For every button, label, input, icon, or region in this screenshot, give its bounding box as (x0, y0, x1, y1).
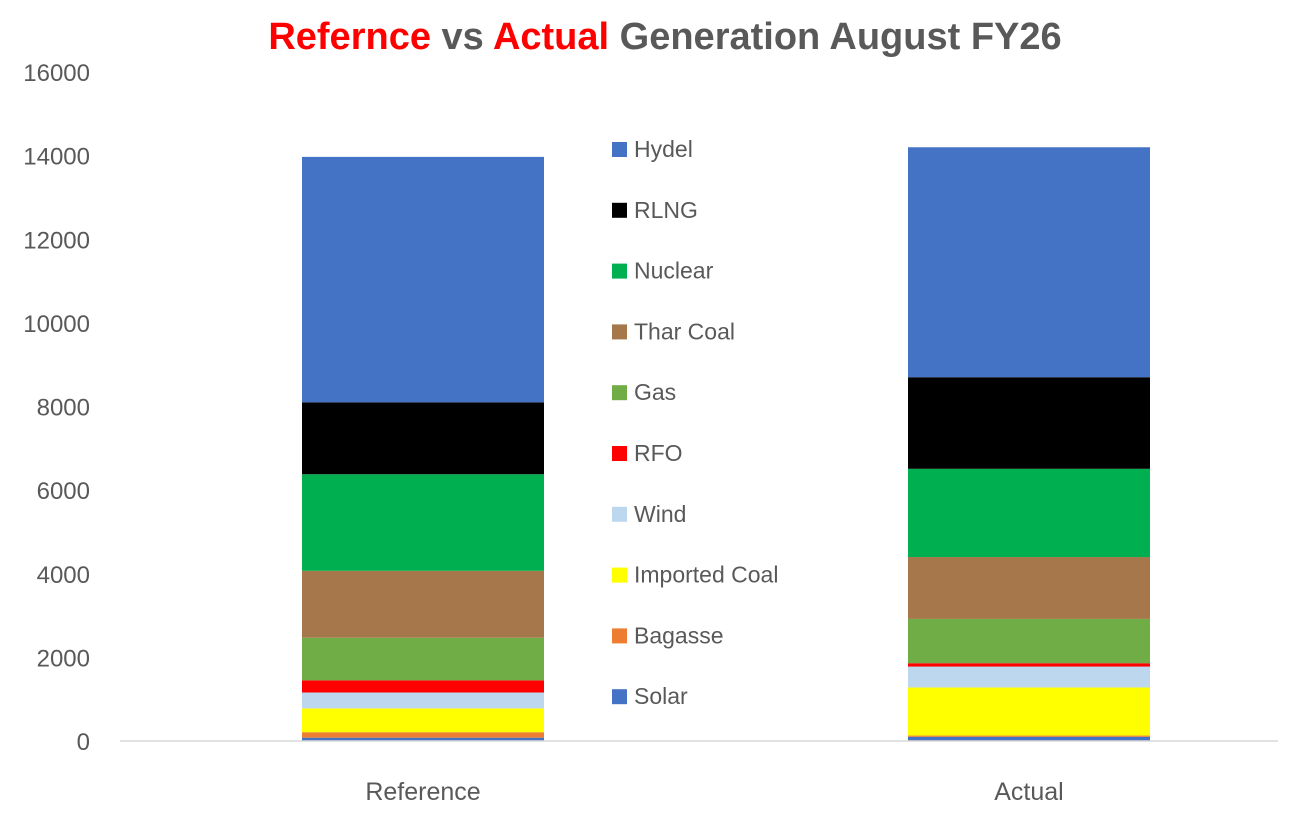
legend-label-hydel: Hydel (634, 136, 693, 162)
bar-segment-actual-rlng (908, 377, 1150, 469)
legend-label-gas: Gas (634, 379, 676, 405)
bar-segment-reference-gas (302, 637, 544, 681)
y-tick-label: 6000 (37, 478, 90, 505)
legend-label-bagasse: Bagasse (634, 622, 724, 648)
y-tick-label: 2000 (37, 645, 90, 672)
y-tick-label: 12000 (23, 227, 90, 254)
y-tick-label: 16000 (23, 60, 90, 87)
bars (302, 147, 1150, 741)
x-tick-label-actual: Actual (994, 778, 1063, 806)
y-tick-label: 4000 (37, 562, 90, 589)
bar-segment-reference-imported-coal (302, 708, 544, 733)
bar-segment-actual-nuclear (908, 468, 1150, 558)
legend-swatch-rlng (612, 202, 627, 218)
bar-segment-reference-rfo (302, 680, 544, 693)
bar-segment-actual-rfo (908, 663, 1150, 667)
legend-label-solar: Solar (634, 683, 688, 709)
title-vs-word: vs (430, 16, 493, 58)
bar-segment-reference-rlng (302, 402, 544, 475)
legend-label-wind: Wind (634, 501, 686, 527)
legend-label-rfo: RFO (634, 440, 683, 466)
y-tick-label: 10000 (23, 311, 90, 338)
legend-swatch-thar-coal (612, 324, 627, 340)
x-tick-label-reference: Reference (365, 778, 480, 806)
bar-segment-reference-wind (302, 692, 544, 709)
bar-segment-reference-nuclear (302, 474, 544, 571)
legend-swatch-nuclear (612, 263, 627, 279)
legend-swatch-rfo (612, 446, 627, 461)
legend-swatch-solar (612, 689, 627, 705)
legend-label-thar-coal: Thar Coal (634, 318, 735, 344)
bar-segment-actual-bagasse (908, 735, 1150, 737)
y-tick-label: 8000 (37, 395, 90, 422)
legend-label-nuclear: Nuclear (634, 258, 714, 284)
bar-segment-reference-thar-coal (302, 570, 544, 638)
bar-segment-actual-wind (908, 666, 1150, 688)
bar-segment-actual-solar (908, 736, 1150, 741)
y-tick-label: 14000 (23, 144, 90, 171)
bar-segment-actual-thar-coal (908, 557, 1150, 619)
legend-swatch-imported-coal (612, 567, 627, 583)
legend-swatch-wind (612, 506, 627, 522)
legend-swatch-bagasse (612, 628, 627, 644)
legend: Hydel RLNG Nuclear Thar Coal Gas RFO Wind Impor… (612, 136, 778, 709)
y-tick-label: 0 (77, 729, 90, 756)
bar-segment-actual-gas (908, 618, 1150, 664)
legend-label-imported-coal: Imported Coal (634, 562, 778, 588)
y-axis: 0 2000 4000 6000 8000 10000 12000 14000 16000 (23, 60, 90, 756)
title-reference-word: Refernce (268, 16, 431, 58)
title-actual-word: Actual (492, 16, 610, 58)
bar-segment-reference-solar (302, 737, 544, 741)
legend-swatch-hydel (612, 142, 627, 157)
legend-label-rlng: RLNG (634, 197, 698, 223)
bar-segment-actual-imported-coal (908, 687, 1150, 736)
x-axis: Reference Actual (365, 778, 1063, 806)
chart-title: Refernce vs Actual Generation August FY2… (0, 16, 1292, 59)
bar-segment-reference-bagasse (302, 732, 544, 738)
bar-segment-actual-hydel (908, 147, 1150, 378)
bar-segment-reference-hydel (302, 156, 544, 403)
title-rest: Generation August FY26 (609, 16, 1062, 58)
legend-swatch-gas (612, 385, 627, 401)
